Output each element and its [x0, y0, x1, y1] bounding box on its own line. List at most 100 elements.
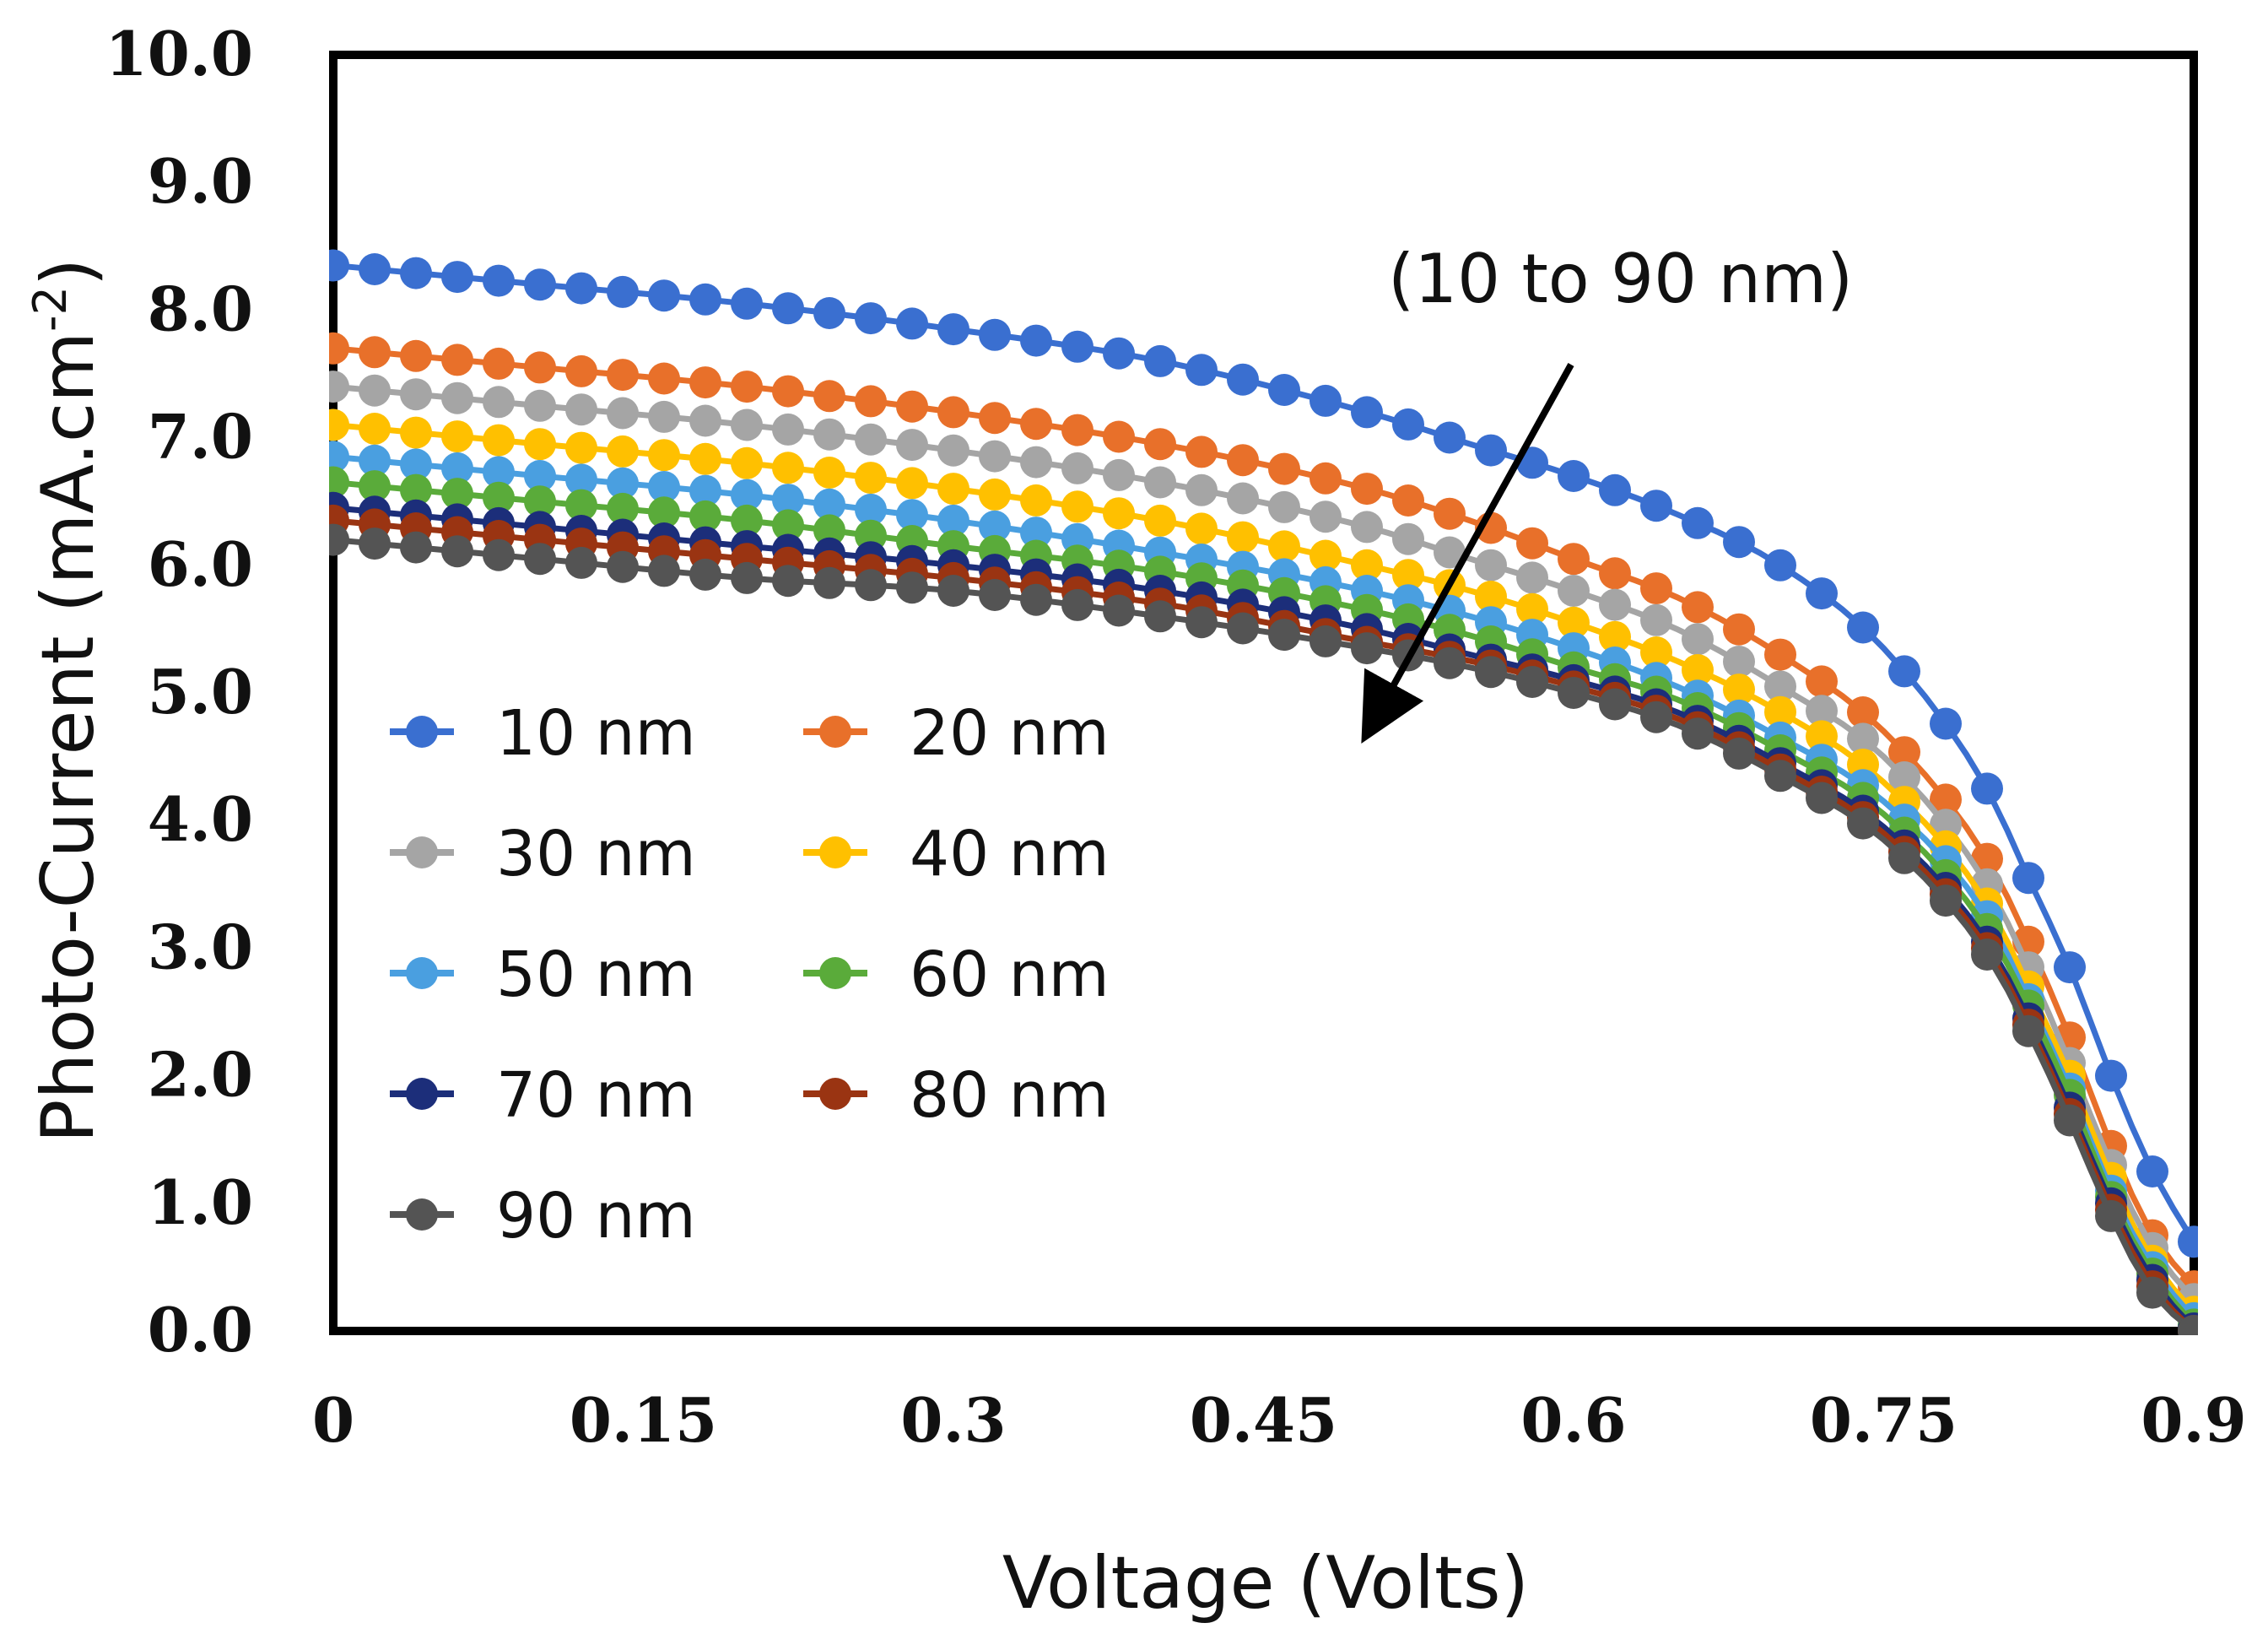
series-point — [483, 538, 515, 571]
series-point — [1434, 646, 1466, 679]
series-point — [648, 496, 680, 529]
series-point — [1144, 466, 1176, 499]
series-point — [1310, 462, 1342, 495]
series-point — [1723, 613, 1755, 646]
series-point — [896, 429, 928, 462]
series-point — [1310, 384, 1342, 417]
series-point — [1061, 588, 1094, 621]
series-point — [607, 435, 639, 468]
series-point — [731, 371, 763, 403]
series-point — [1599, 473, 1631, 506]
series-point — [772, 292, 804, 325]
series-point — [689, 283, 721, 316]
series-point — [565, 463, 597, 496]
series-line — [332, 262, 2196, 1244]
series-point — [689, 558, 721, 591]
series-point — [772, 565, 804, 598]
series-point — [1351, 396, 1383, 429]
series-point — [2178, 1315, 2198, 1335]
series-point — [329, 466, 349, 499]
series-point — [1227, 521, 1259, 554]
legend-label: 20 nm — [910, 697, 1110, 770]
series-point — [1144, 504, 1176, 537]
series-point — [1392, 408, 1424, 441]
series-point — [1227, 444, 1259, 477]
series-point — [648, 400, 680, 433]
y-axis-ticks: 0.0 1.0 2.0 3.0 4.0 5.0 6.0 7.0 8.0 9.0 10.0 — [105, 18, 253, 1366]
series-point — [1061, 330, 1094, 363]
series-point — [1764, 670, 1796, 703]
series-point — [937, 504, 969, 537]
series-point — [648, 471, 680, 503]
series-point — [813, 380, 845, 413]
series-line — [332, 422, 2196, 1314]
legend-label: 80 nm — [910, 1059, 1110, 1132]
series-point — [483, 264, 515, 297]
series-point — [1516, 666, 1548, 698]
x-tick-label: 0.45 — [1190, 1384, 1337, 1456]
series-10-nm — [329, 249, 2198, 1258]
legend-label: 30 nm — [496, 818, 696, 890]
series-point — [1392, 522, 1424, 555]
series-point — [565, 393, 597, 426]
series-point — [1227, 363, 1259, 396]
y-tick-label: 0.0 — [148, 1294, 253, 1366]
series-point — [1185, 606, 1218, 639]
series-line — [332, 345, 2196, 1289]
series-point — [1475, 434, 1507, 467]
series-point — [979, 402, 1011, 435]
legend-item: 80 nm — [803, 1059, 1110, 1132]
series-point — [731, 561, 763, 594]
series-point — [2095, 1059, 2127, 1092]
series-point — [1930, 707, 1962, 740]
series-point — [937, 473, 969, 506]
series-point — [1351, 549, 1383, 582]
series-point — [896, 390, 928, 423]
x-tick-label: 0.15 — [570, 1384, 717, 1456]
legend-label: 40 nm — [910, 818, 1110, 890]
series-point — [1144, 344, 1176, 377]
series-point — [441, 478, 473, 511]
series-point — [524, 268, 556, 301]
series-point — [1930, 885, 1962, 917]
series-point — [1227, 482, 1259, 515]
series-point — [441, 535, 473, 568]
y-axis-title: Photo-Current (mA.cm-2) — [24, 258, 111, 1144]
series-point — [329, 332, 349, 365]
series-point — [1806, 665, 1838, 698]
series-point — [855, 493, 887, 526]
y-tick-label: 10.0 — [105, 18, 253, 89]
series-90-nm — [329, 523, 2198, 1335]
series-point — [1847, 807, 1879, 840]
series-point — [359, 470, 391, 503]
series-point — [1930, 783, 1962, 816]
series-point — [896, 571, 928, 604]
series-point — [1434, 421, 1466, 454]
series-point — [359, 336, 391, 369]
series-point — [524, 351, 556, 384]
legend-swatch-marker — [406, 957, 438, 989]
series-point — [1806, 695, 1838, 728]
series-point — [359, 527, 391, 560]
series-point — [1806, 782, 1838, 814]
legend-item: 40 nm — [803, 818, 1110, 890]
series-point — [648, 279, 680, 312]
series-point — [1268, 619, 1300, 652]
series-point — [1185, 354, 1218, 387]
legend-label: 50 nm — [496, 939, 696, 1011]
series-point — [813, 566, 845, 599]
series-point — [1599, 557, 1631, 590]
series-point — [565, 272, 597, 305]
legend-swatch-marker — [819, 836, 851, 868]
series-point — [1599, 588, 1631, 621]
series-point — [979, 579, 1011, 611]
series-point — [329, 249, 349, 282]
series-point — [1392, 484, 1424, 517]
series-point — [1682, 717, 1714, 750]
series-point — [689, 366, 721, 399]
series-point — [937, 396, 969, 429]
series-point — [813, 488, 845, 521]
series-point — [1640, 603, 1672, 636]
x-tick-label: 0.3 — [900, 1384, 1006, 1456]
